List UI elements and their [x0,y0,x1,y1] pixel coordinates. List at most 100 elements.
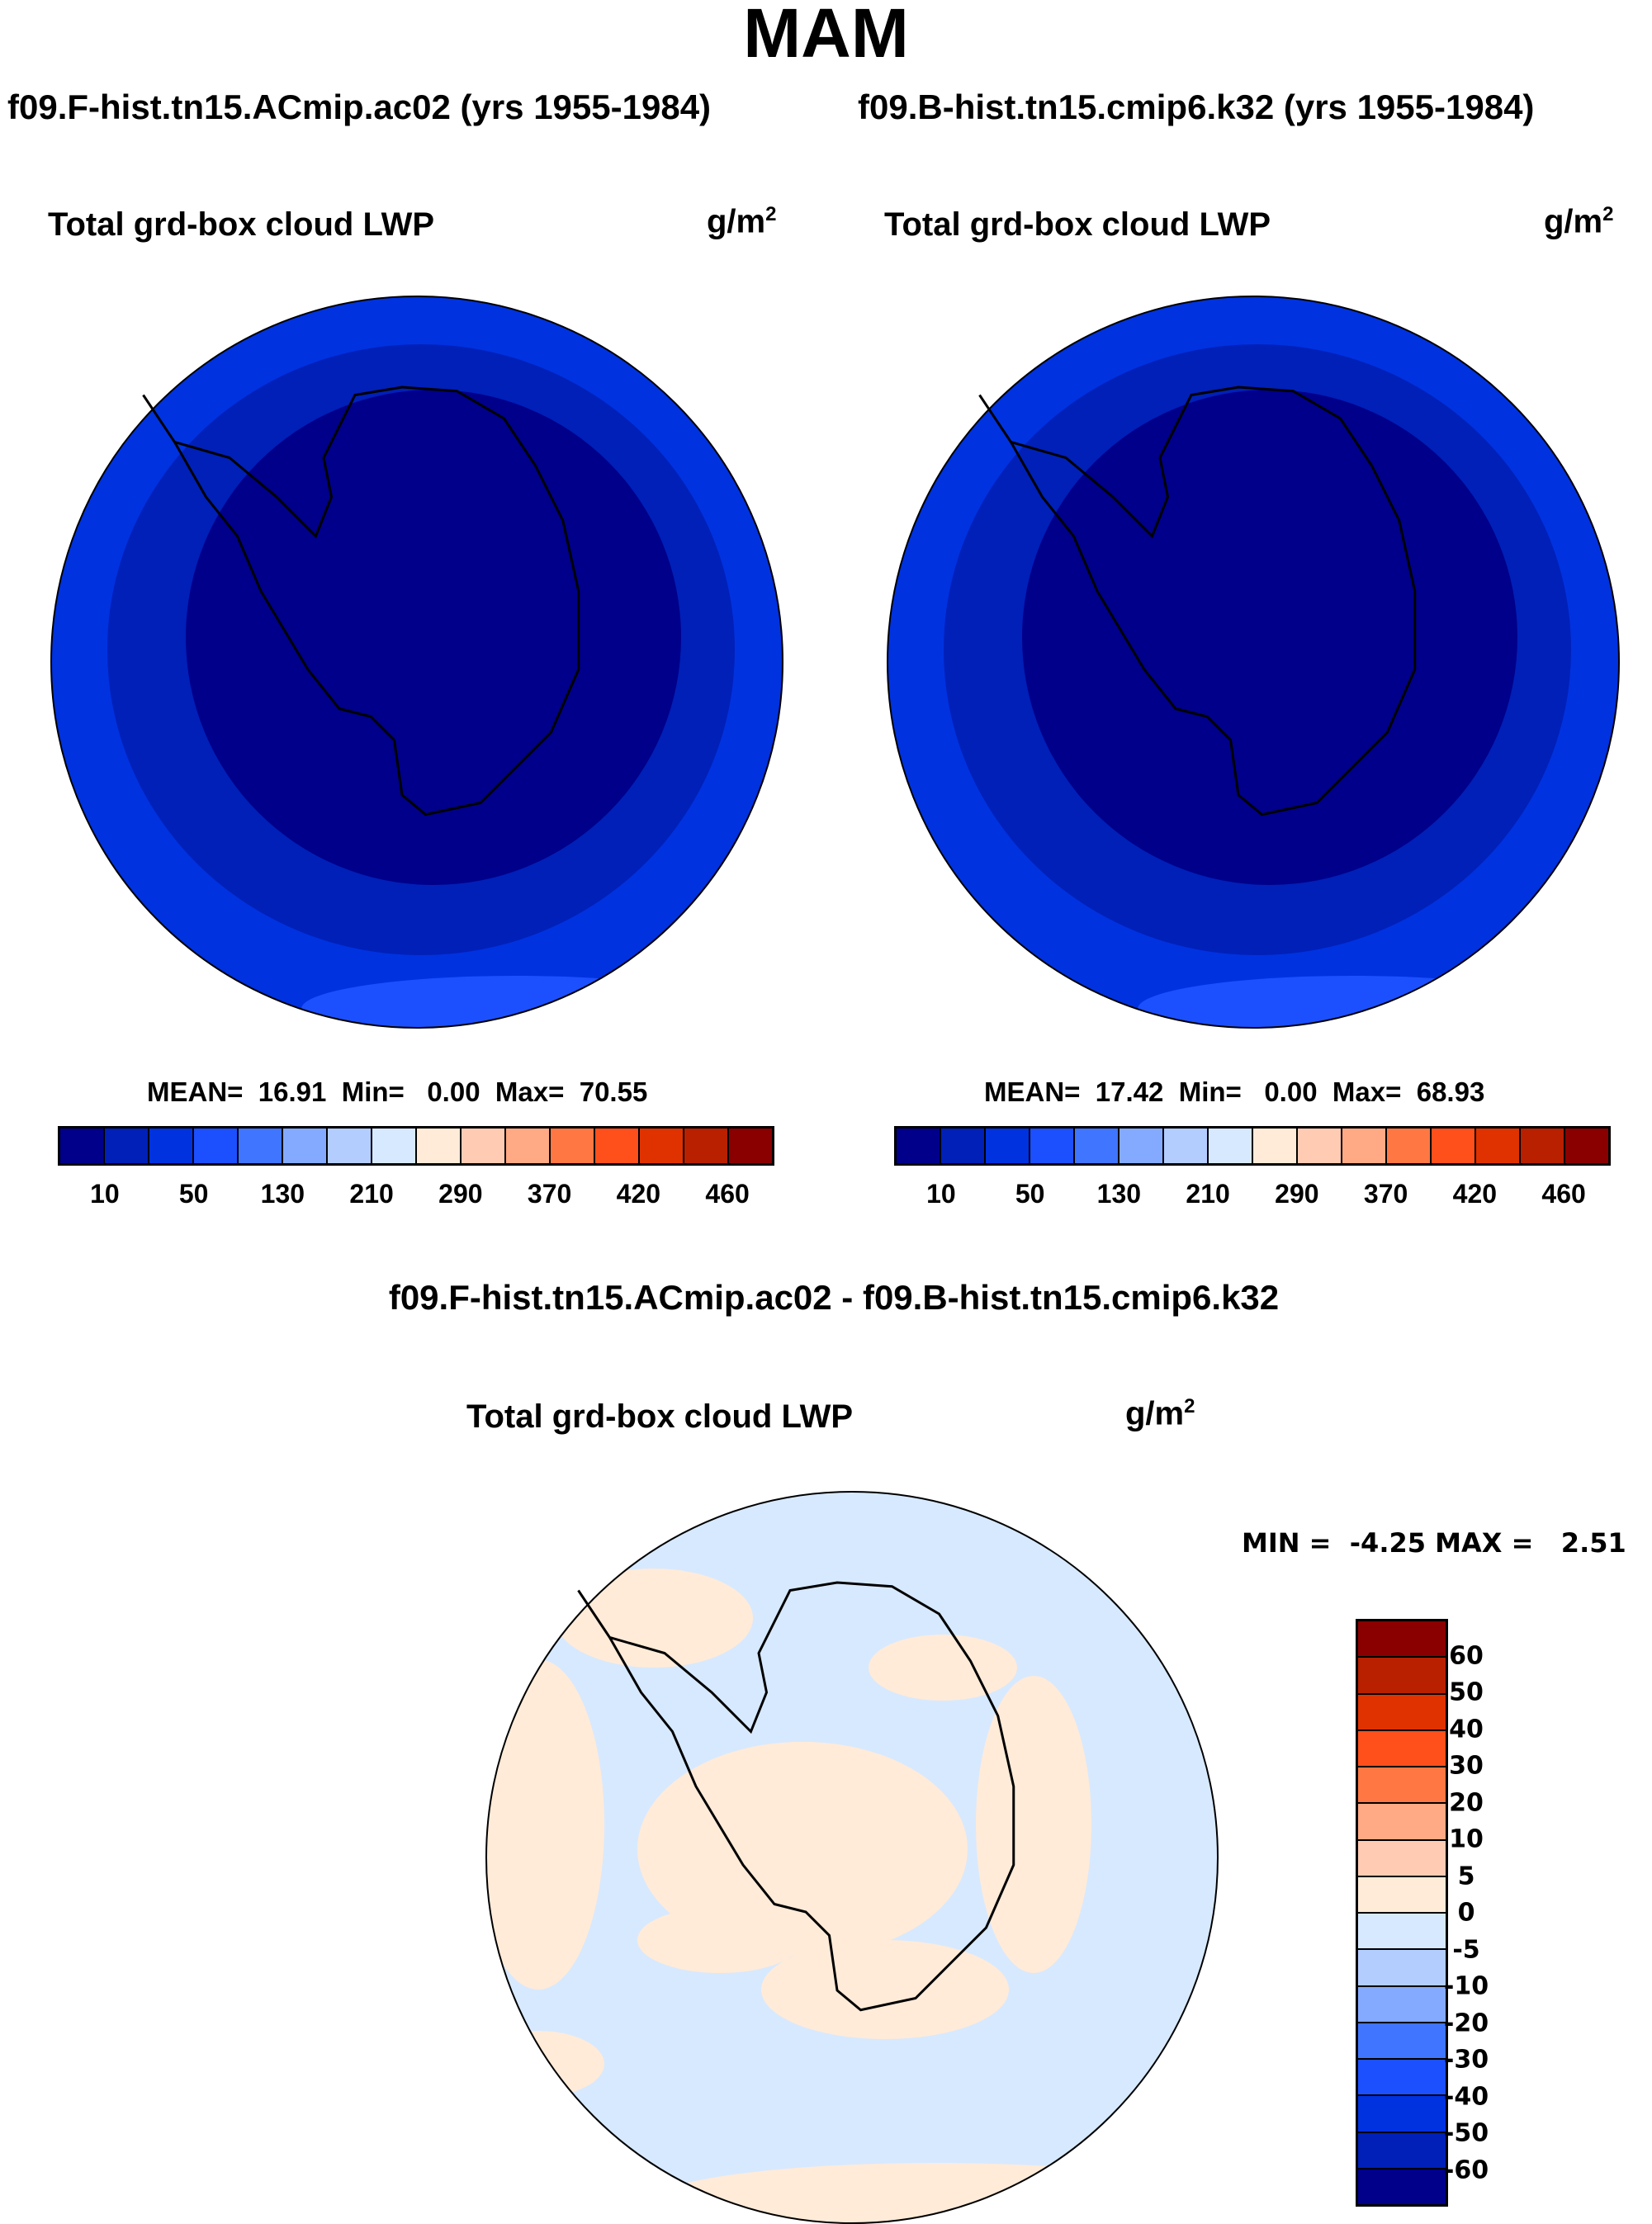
lwp-patch [301,976,731,1028]
colorbar-right [894,1126,1611,1166]
colorbar-box [1432,1129,1476,1163]
colorbar-tick-label: 130 [260,1179,305,1209]
colorbar-tick-label: 10 [90,1179,120,1209]
colorbar-box [1358,1767,1446,1805]
colorbar-box [595,1129,640,1163]
diff-positive-region [486,2031,604,2097]
diff-positive-region [976,1676,1091,1973]
colorbar-box [1209,1129,1253,1163]
colorbar-box [986,1129,1030,1163]
colorbar-box [1358,1914,1446,1951]
map-boundary [485,1491,1219,2224]
diff-positive-region [637,1906,803,1974]
diff-positive-region [555,1569,753,1668]
colorbar-box [239,1129,283,1163]
colorbar-tick-label: 20 [1449,1788,1484,1817]
colorbar-tick-label: 10 [926,1179,956,1209]
colorbar-box [897,1129,941,1163]
colorbar-tick-label: 420 [616,1179,661,1209]
colorbar-tick-label: 60 [1449,1641,1484,1670]
map-boundary [50,296,783,1029]
case-title-right: f09.B-hist.tn15.cmip6.k32 (yrs 1955-1984… [858,88,1535,126]
colorbar-box [60,1129,105,1163]
stats-right: MEAN= 17.42 Min= 0.00 Max= 68.93 [984,1077,1485,1107]
panel-title-right: Total grd-box cloud LWP [884,206,1271,243]
colorbar-box [506,1129,551,1163]
units-diff: g/m2 [1125,1395,1195,1432]
lwp-patch [70,361,136,402]
diff-positive-region [486,1659,604,1990]
colorbar-tick-label: 370 [1363,1179,1408,1209]
colorbar-tick-label: 50 [1449,1677,1484,1707]
colorbar-tick-label: 30 [1449,1751,1484,1781]
diff-positive-region [760,1939,1010,2040]
colorbar-box [1358,1840,1446,1877]
colorbar-box [1358,1804,1446,1841]
colorbar-box [1387,1129,1432,1163]
coastline [142,386,580,816]
colorbar-tick-label: 460 [705,1179,750,1209]
colorbar-box [462,1129,506,1163]
colorbar-tick-label: 40 [1449,1715,1484,1744]
colorbar-box [1358,2169,1446,2204]
lwp-band-inner [186,390,681,885]
colorbar-tick-label: 10 [1449,1824,1484,1854]
colorbar-box [1342,1129,1387,1163]
colorbar-box [1565,1129,1608,1163]
colorbar-tick-label: 290 [1275,1179,1319,1209]
colorbar-box [194,1129,239,1163]
units-right: g/m2 [1544,203,1614,240]
coastline [978,386,1417,816]
colorbar-tick-label: -20 [1443,2009,1489,2037]
colorbar-tick-label: -60 [1443,2155,1489,2184]
lwp-patch [1138,976,1567,1028]
colorbar-box [283,1129,328,1163]
main-title: MAM [743,0,909,72]
colorbar-box [1358,1621,1446,1659]
colorbar-box [1358,1986,1446,2023]
diff-min-max: MIN = -4.25 MAX = 2.51 [1242,1527,1626,1559]
colorbar-tick-label: 50 [178,1179,209,1209]
colorbar-tick-label: -5 [1452,1935,1480,1964]
colorbar-tick-label: 5 [1457,1862,1475,1890]
lwp-patch [906,361,973,402]
colorbar-tick-label: -50 [1443,2118,1489,2148]
colorbar-diff [1356,1619,1448,2207]
colorbar-box [729,1129,772,1163]
colorbar-box [1253,1129,1298,1163]
colorbar-box [551,1129,595,1163]
colorbar-box [1358,1730,1446,1767]
colorbar-box [684,1129,729,1163]
colorbar-box [1358,2132,1446,2170]
colorbar-tick-label: 290 [438,1179,483,1209]
colorbar-box [417,1129,462,1163]
colorbar-box [1298,1129,1342,1163]
colorbar-box [1358,2096,1446,2133]
colorbar-tick-label: 370 [527,1179,572,1209]
colorbar-box [941,1129,986,1163]
panel-title-left: Total grd-box cloud LWP [48,206,435,243]
colorbar-tick-label: 420 [1452,1179,1498,1209]
colorbar-box [149,1129,194,1163]
colorbar-box [640,1129,684,1163]
colorbar-tick-label: 0 [1457,1898,1475,1928]
colorbar-tick-label: -40 [1443,2082,1489,2111]
colorbar-box [1521,1129,1565,1163]
diff-title: f09.F-hist.tn15.ACmip.ac02 - f09.B-hist.… [388,1278,1280,1317]
colorbar-box [1075,1129,1119,1163]
coastline [577,1581,1015,2012]
colorbar-box [105,1129,149,1163]
units-left: g/m2 [707,203,777,240]
panel-title-diff: Total grd-box cloud LWP [466,1398,854,1435]
colorbar-box [1164,1129,1209,1163]
lwp-band-inner [1022,390,1517,885]
colorbar-box [1358,2023,1446,2060]
colorbar-tick-label: 210 [1186,1179,1230,1209]
colorbar-box [1119,1129,1164,1163]
colorbar-box [1358,1658,1446,1695]
colorbar-tick-label: 460 [1541,1179,1586,1209]
colorbar-box [1358,2060,1446,2097]
colorbar-tick-label: 50 [1015,1179,1045,1209]
colorbar-box [328,1129,372,1163]
